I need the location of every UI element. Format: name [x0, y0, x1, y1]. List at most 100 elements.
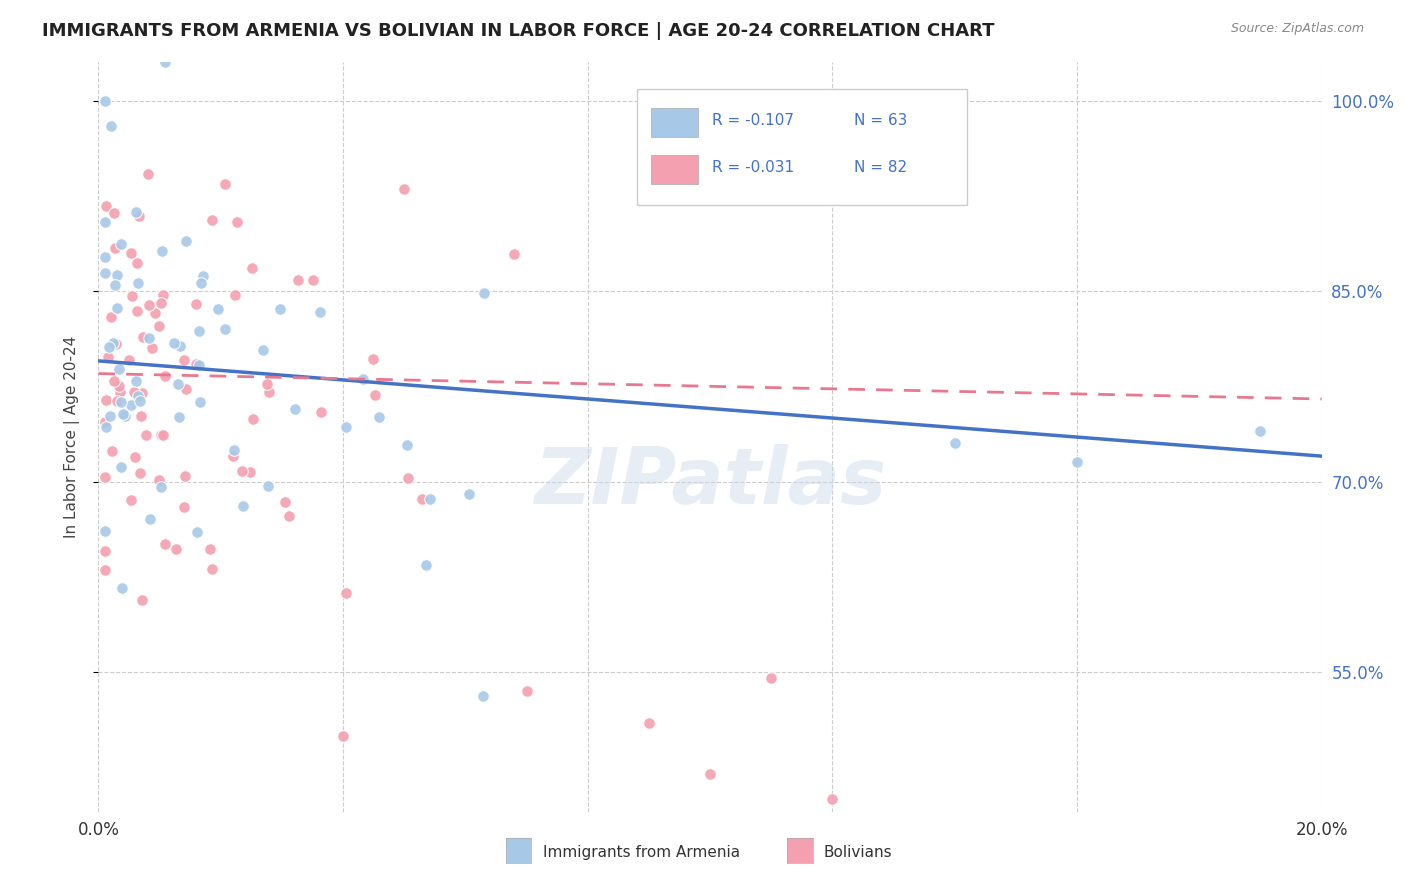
Point — [138, 331, 160, 345]
Point — [120, 246, 142, 260]
Point — [287, 273, 309, 287]
Point — [100, 310, 122, 324]
Point — [167, 409, 190, 424]
Point — [257, 385, 280, 400]
Point — [232, 499, 254, 513]
Point — [186, 297, 208, 311]
Point — [107, 379, 129, 393]
Point — [368, 410, 391, 425]
Point — [392, 182, 416, 196]
Point — [471, 689, 494, 703]
Point — [186, 357, 208, 371]
Point — [128, 467, 150, 481]
Point — [274, 495, 297, 509]
Point — [105, 301, 128, 315]
Point — [699, 766, 721, 780]
Point — [361, 351, 384, 366]
Point — [472, 285, 495, 300]
Text: R = -0.107: R = -0.107 — [713, 112, 794, 128]
Point — [105, 393, 128, 408]
Point — [103, 206, 125, 220]
Point — [200, 541, 222, 556]
Point — [93, 94, 115, 108]
Point — [150, 244, 173, 259]
Point — [93, 524, 115, 538]
Point — [284, 402, 307, 417]
Point — [943, 436, 966, 450]
Point — [129, 409, 152, 423]
Point — [364, 388, 387, 402]
Point — [108, 361, 131, 376]
Point — [103, 374, 125, 388]
Point — [124, 450, 146, 465]
Point — [759, 672, 782, 686]
Point — [127, 277, 149, 291]
Point — [240, 260, 263, 275]
Text: N = 63: N = 63 — [855, 112, 908, 128]
Point — [207, 302, 229, 317]
Point — [136, 167, 159, 181]
Point — [120, 398, 142, 412]
Point — [174, 382, 197, 396]
Point — [163, 336, 186, 351]
Point — [167, 376, 190, 391]
Point — [231, 464, 253, 478]
Point — [256, 479, 278, 493]
Point — [335, 586, 357, 600]
Point — [105, 268, 128, 283]
Point — [94, 266, 117, 280]
Point — [149, 428, 172, 442]
Point — [165, 542, 187, 557]
Point — [153, 537, 176, 551]
Point — [222, 443, 245, 458]
Point — [97, 340, 120, 354]
Text: N = 82: N = 82 — [855, 160, 907, 175]
Point — [97, 350, 120, 364]
Point — [138, 297, 160, 311]
Point — [201, 562, 224, 576]
Point — [419, 492, 441, 507]
Point — [191, 268, 214, 283]
Point — [239, 465, 262, 479]
Point — [169, 339, 191, 353]
FancyBboxPatch shape — [637, 88, 967, 205]
Point — [111, 581, 134, 595]
Point — [396, 470, 419, 484]
Point — [302, 273, 325, 287]
Point — [93, 215, 115, 229]
Point — [1249, 424, 1271, 438]
Point — [104, 278, 127, 293]
Point — [132, 330, 155, 344]
Text: Source: ZipAtlas.com: Source: ZipAtlas.com — [1230, 22, 1364, 36]
Point — [637, 715, 661, 730]
Point — [149, 480, 172, 494]
Bar — [651, 155, 697, 184]
Point — [308, 305, 330, 319]
Point — [121, 288, 143, 302]
Point — [94, 198, 117, 212]
Y-axis label: In Labor Force | Age 20-24: In Labor Force | Age 20-24 — [65, 336, 80, 538]
Point — [224, 288, 246, 302]
Point — [148, 473, 170, 487]
Text: ZIPatlas: ZIPatlas — [534, 444, 886, 520]
Point — [174, 235, 197, 249]
Point — [104, 242, 127, 256]
Point — [131, 592, 153, 607]
Point — [104, 337, 127, 351]
Point — [93, 544, 115, 558]
Point — [225, 215, 247, 229]
Point — [187, 358, 209, 372]
Point — [131, 386, 153, 401]
Point — [155, 55, 177, 70]
Point — [110, 237, 132, 252]
Point — [516, 684, 538, 698]
Point — [101, 335, 124, 350]
Point — [152, 428, 174, 442]
Point — [415, 558, 437, 572]
Point — [127, 389, 149, 403]
Point — [411, 491, 433, 506]
Point — [108, 384, 131, 399]
Point — [148, 319, 170, 334]
Point — [141, 341, 163, 355]
Point — [174, 469, 197, 483]
